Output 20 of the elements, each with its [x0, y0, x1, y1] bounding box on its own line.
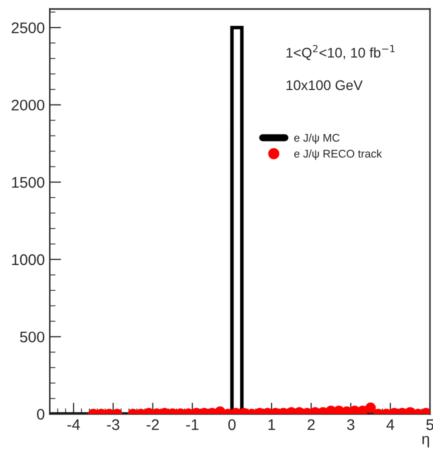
y-tick-label: 1500 [12, 176, 44, 188]
x-axis-title: η [422, 436, 429, 448]
x-tick-label: -3 [107, 419, 120, 430]
x-tick-label: -2 [146, 419, 159, 430]
annotation: 10x100 GeV [286, 80, 363, 90]
x-tick-label: 1 [268, 419, 276, 430]
legend-label: e J/ψ RECO track [294, 149, 382, 160]
x-tick-label: 2 [308, 419, 315, 430]
y-tick-label: 1000 [12, 254, 44, 266]
annotation: 1<Q$^{2}$<10, 10 fb$^{−1}$ [286, 44, 395, 60]
y-tick-label: 500 [20, 332, 44, 342]
y-tick-label: 2000 [12, 100, 44, 111]
x-tick-label: -4 [67, 419, 80, 430]
y-tick-label: 0 [37, 408, 44, 420]
x-tick-label: 0 [228, 419, 236, 430]
legend-label: e J/ψ MC [294, 134, 340, 144]
x-tick-label: 4 [386, 419, 394, 430]
x-tick-label: 3 [347, 419, 354, 430]
y-tick-label: 2500 [12, 22, 44, 34]
x-tick-label: -1 [186, 419, 198, 430]
